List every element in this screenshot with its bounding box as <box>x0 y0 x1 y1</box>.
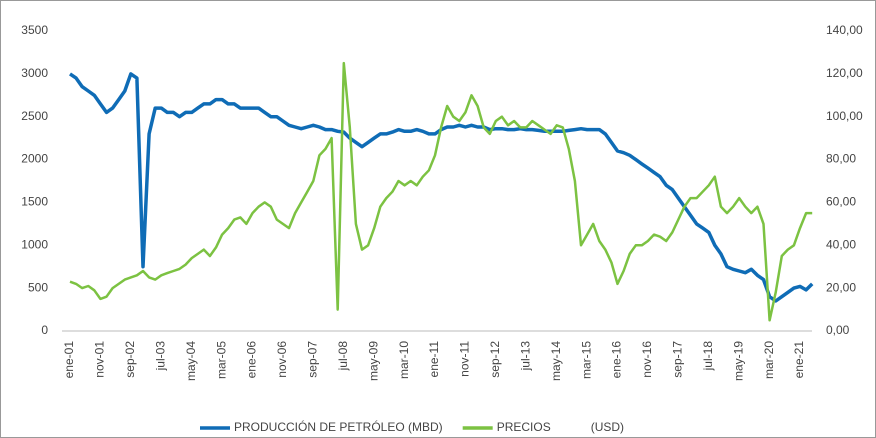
x-tick-label: jul-08 <box>336 341 350 372</box>
x-tick-label: ene-16 <box>610 341 624 379</box>
y2-tick-label: 60,00 <box>826 195 856 209</box>
y-tick-label: 0 <box>41 323 48 337</box>
x-tick-label: may-14 <box>549 341 563 381</box>
y-tick-label: 3500 <box>21 23 48 37</box>
x-tick-label: ene-21 <box>792 341 806 379</box>
x-tick-label: nov-06 <box>275 341 289 378</box>
x-tick-label: may-19 <box>731 341 745 381</box>
y2-tick-label: 100,00 <box>826 109 863 123</box>
y-tick-label: 500 <box>28 280 48 294</box>
x-tick-label: mar-15 <box>579 341 593 379</box>
x-tick-label: may-09 <box>366 341 380 381</box>
x-tick-label: sep-17 <box>671 341 685 378</box>
y-tick-label: 2500 <box>21 109 48 123</box>
x-tick-label: jul-03 <box>153 341 167 372</box>
y2-tick-label: 140,00 <box>826 23 863 37</box>
y2-tick-label: 20,00 <box>826 280 856 294</box>
x-tick-label: mar-10 <box>397 341 411 379</box>
x-tick-label: nov-11 <box>458 341 472 377</box>
x-tick-label: sep-07 <box>306 341 320 378</box>
x-tick-label: nov-01 <box>93 341 107 378</box>
x-tick-label: ene-01 <box>62 341 76 379</box>
y2-tick-label: 120,00 <box>826 66 863 80</box>
x-tick-label: jul-18 <box>701 341 715 372</box>
y-tick-label: 2000 <box>21 152 48 166</box>
x-tick-label: sep-02 <box>123 341 137 378</box>
x-tick-label: sep-12 <box>488 341 502 378</box>
y-tick-label: 1000 <box>21 237 48 251</box>
y2-tick-label: 40,00 <box>826 237 856 251</box>
x-tick-label: mar-20 <box>762 341 776 379</box>
legend-note: (USD) <box>591 420 624 434</box>
y-tick-label: 1500 <box>21 195 48 209</box>
x-tick-label: nov-16 <box>640 341 654 378</box>
x-tick-label: ene-06 <box>245 341 259 379</box>
y2-tick-label: 80,00 <box>826 152 856 166</box>
series-line <box>69 61 813 322</box>
legend-label: PRODUCCIÓN DE PETRÓLEO (MBD) <box>234 419 443 434</box>
x-tick-label: may-04 <box>184 341 198 381</box>
x-tick-label: mar-05 <box>214 341 228 379</box>
y-tick-label: 3000 <box>21 66 48 80</box>
legend-label: PRECIOS <box>497 420 551 434</box>
x-tick-label: jul-13 <box>518 341 532 372</box>
x-tick-label: ene-11 <box>427 341 441 378</box>
y2-tick-label: 0,00 <box>826 323 850 337</box>
